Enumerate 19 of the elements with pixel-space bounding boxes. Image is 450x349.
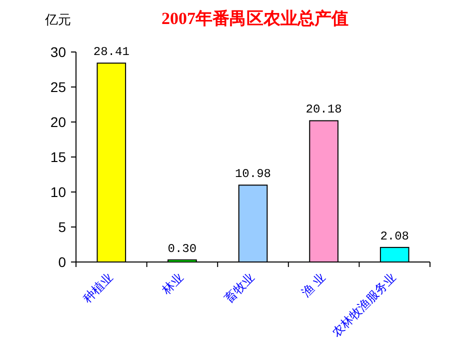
data-label: 10.98 (234, 167, 272, 182)
y-axis-title: 亿元 (44, 12, 71, 27)
data-label: 0.30 (168, 242, 197, 256)
x-tick-label: 农林牧渔服务业 (329, 270, 399, 340)
y-tick-label: 0 (58, 254, 66, 270)
y-tick-label: 25 (50, 79, 66, 95)
data-label: 20.18 (306, 102, 342, 117)
data-label: 2.08 (380, 229, 410, 244)
x-tick-label: 渔 业 (298, 270, 328, 300)
y-tick-label: 5 (58, 219, 66, 235)
y-tick-label: 15 (50, 149, 66, 165)
y-tick-label: 10 (50, 184, 66, 200)
x-tick-label: 种植业 (80, 270, 116, 306)
data-label: 28.41 (93, 45, 130, 60)
chart-title: 2007年番禺区农业总产值 (162, 9, 348, 28)
y-tick-label: 30 (50, 44, 66, 60)
y-tick-label: 20 (50, 114, 66, 130)
x-tick-label: 林业 (158, 270, 186, 298)
x-tick-label: 畜牧业 (222, 270, 258, 306)
